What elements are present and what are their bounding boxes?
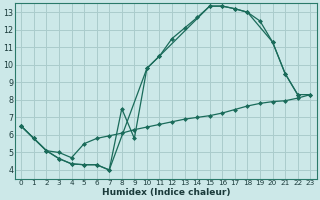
X-axis label: Humidex (Indice chaleur): Humidex (Indice chaleur) bbox=[101, 188, 230, 197]
